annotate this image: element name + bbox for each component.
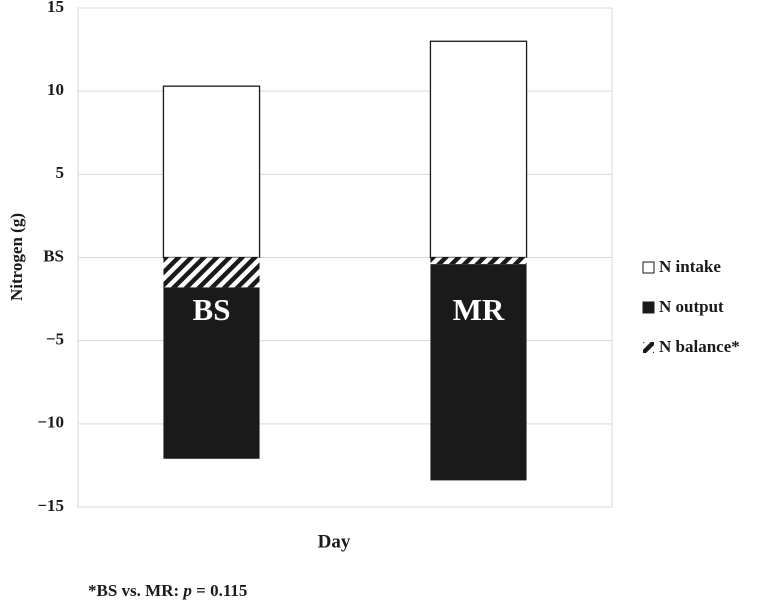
footnote: *BS vs. MR: p = 0.115 [88, 581, 247, 600]
category-label: MR [453, 292, 505, 327]
grid [78, 7, 612, 508]
y-tick-label: −5 [46, 330, 64, 349]
y-tick-label: 15 [47, 0, 64, 16]
bar-segment [162, 85, 261, 259]
legend-swatch [642, 301, 655, 314]
y-tick-label: BS [43, 246, 64, 265]
legend-label: N intake [659, 257, 721, 276]
bar-segment [163, 257, 260, 288]
y-tick-label: −10 [37, 413, 64, 432]
legend-swatch [642, 261, 655, 274]
legend-label: N balance* [659, 337, 740, 356]
x-axis-label: Day [318, 531, 351, 552]
footnote-suffix: = 0.115 [192, 581, 248, 600]
y-tick-label: 10 [47, 80, 64, 99]
labels: −15 −10 −5 BS 5 10 15 BS MR N intake N output N bal… [37, 0, 739, 515]
bars [162, 40, 528, 481]
category-label: BS [193, 292, 231, 327]
bar-segment [429, 40, 528, 259]
y-tick-label: 5 [56, 163, 65, 182]
legend-label: N output [659, 297, 724, 316]
footnote-italic: p [181, 581, 192, 600]
legend-swatch [643, 342, 654, 353]
bar-segment [163, 287, 260, 459]
y-axis-label: Nitrogen (g) [7, 213, 26, 301]
bar-segment [430, 257, 527, 265]
bar-segment [430, 264, 527, 481]
y-tick-label: −15 [37, 496, 64, 515]
footnote-prefix: *BS vs. MR: [88, 581, 183, 600]
